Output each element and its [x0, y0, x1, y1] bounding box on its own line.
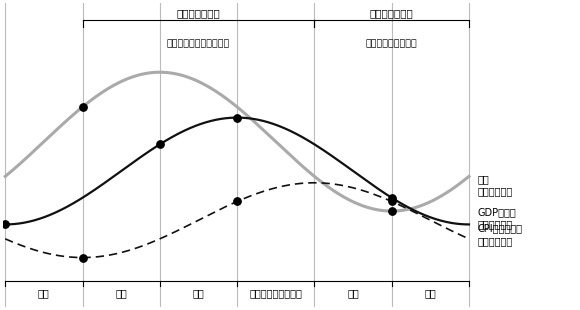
Text: 回復: 回復: [425, 289, 436, 299]
Point: [387, 209, 396, 214]
Text: 株価の下落局面: 株価の下落局面: [176, 8, 220, 18]
Point: [155, 142, 165, 147]
Text: 株価
（先行指数）: 株価 （先行指数）: [478, 174, 513, 196]
Text: CPIインフレ率
（遅行指数）: CPIインフレ率 （遅行指数）: [478, 224, 523, 246]
Text: 金融相場　業績相場: 金融相場 業績相場: [366, 39, 418, 48]
Text: スタグフレーション: スタグフレーション: [249, 289, 302, 299]
Text: 逆金融相場　逆業績相場: 逆金融相場 逆業績相場: [167, 39, 230, 48]
Point: [78, 104, 87, 109]
Point: [387, 195, 396, 200]
Text: GDP成長率
（一致指数）: GDP成長率 （一致指数）: [478, 207, 517, 229]
Text: 株価の上昇局面: 株価の上昇局面: [370, 8, 414, 18]
Point: [1, 222, 10, 227]
Point: [233, 115, 242, 120]
Text: 後退: 後退: [347, 289, 359, 299]
Point: [387, 199, 396, 204]
Point: [78, 255, 87, 260]
Text: 後退: 後退: [38, 289, 50, 299]
Text: 過熱: 過熱: [193, 289, 204, 299]
Point: [233, 199, 242, 204]
Text: 回復: 回復: [115, 289, 127, 299]
